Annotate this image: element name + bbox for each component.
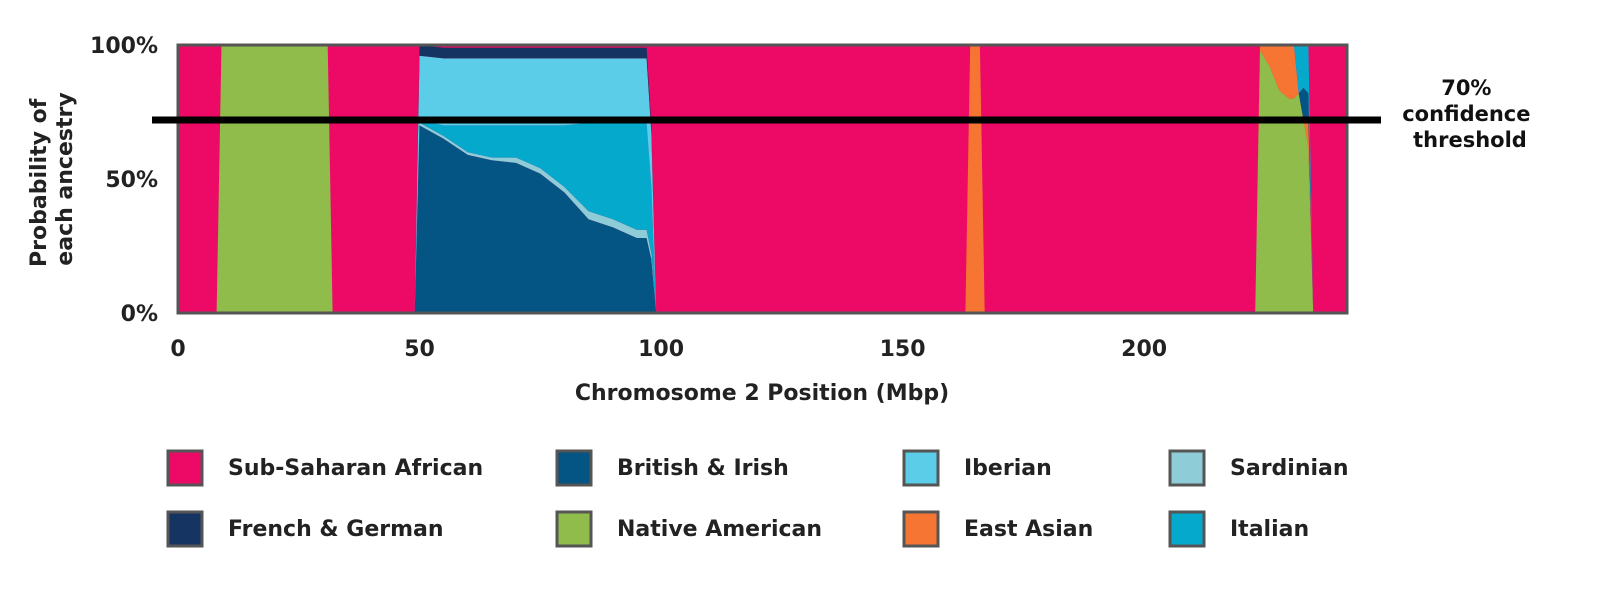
y-axis-ticks: 0% 50% 100%: [90, 34, 158, 327]
legend-swatch: [902, 510, 940, 548]
legend-item-sardinian: Sardinian: [1168, 449, 1349, 487]
threshold-label-line-3: threshold: [1413, 128, 1527, 152]
segment-2-sardinian-area: [414, 122, 657, 313]
legend-item-french-and-german: French & German: [166, 510, 444, 548]
x-tick-label-150: 150: [880, 337, 926, 362]
legend-item-british-and-irish: British & Irish: [555, 449, 789, 487]
legend-swatch: [902, 449, 940, 487]
legend-swatch: [166, 449, 204, 487]
y-axis-title: Probability of each ancestry: [27, 91, 78, 267]
legend-swatch: [1168, 510, 1206, 548]
threshold-label-line-1: 70%: [1441, 76, 1491, 100]
x-tick-label-0: 0: [170, 337, 185, 362]
legend-item-east-asian: East Asian: [902, 510, 1093, 548]
threshold-label: 70% confidence threshold: [1402, 76, 1538, 152]
legend-label: Sardinian: [1230, 456, 1349, 481]
segment-3-east-asian-area: [965, 45, 985, 313]
legend-item-native-american: Native American: [555, 510, 822, 548]
legend-label: Sub-Saharan African: [228, 456, 483, 481]
threshold-label-line-2: confidence: [1402, 102, 1530, 126]
legend-label: British & Irish: [617, 456, 789, 481]
y-tick-label-50: 50%: [105, 168, 158, 193]
plot-area: [178, 45, 1347, 313]
y-tick-label-0: 0%: [121, 302, 158, 327]
segment-2-british-and-irish-area: [414, 125, 657, 314]
segment-4-italian-area: [1255, 45, 1314, 313]
segment-1-native-american-area: [216, 45, 333, 313]
legend-item-italian: Italian: [1168, 510, 1309, 548]
legend-label: Iberian: [964, 456, 1052, 481]
x-tick-label-200: 200: [1121, 337, 1167, 362]
segment-4-native-american-area: [1255, 50, 1314, 314]
legend: Sub-Saharan African British & Irish Iberia…: [166, 449, 1349, 548]
background-sub-saharan-african-area: [178, 45, 1347, 313]
x-axis-title: Chromosome 2 Position (Mbp): [575, 381, 949, 406]
legend-item-iberian: Iberian: [902, 449, 1052, 487]
x-axis-ticks: 0 50 100 150 200: [170, 337, 1167, 362]
legend-item-sub-saharan-african: Sub-Saharan African: [166, 449, 483, 487]
y-axis-title-line-1: Probability of: [27, 98, 52, 267]
legend-label: French & German: [228, 517, 444, 542]
legend-swatch: [555, 510, 593, 548]
plot-frame: [176, 43, 1349, 315]
legend-label: East Asian: [964, 517, 1093, 542]
y-tick-label-100: 100%: [90, 34, 158, 59]
legend-label: Italian: [1230, 517, 1309, 542]
legend-label: Native American: [617, 517, 822, 542]
legend-swatch: [1168, 449, 1206, 487]
segment-2-italian-area: [414, 120, 657, 313]
x-tick-label-100: 100: [638, 337, 684, 362]
x-tick-label-50: 50: [404, 337, 435, 362]
legend-swatch: [166, 510, 204, 548]
y-axis-title-line-2: each ancestry: [53, 92, 78, 265]
legend-swatch: [555, 449, 593, 487]
